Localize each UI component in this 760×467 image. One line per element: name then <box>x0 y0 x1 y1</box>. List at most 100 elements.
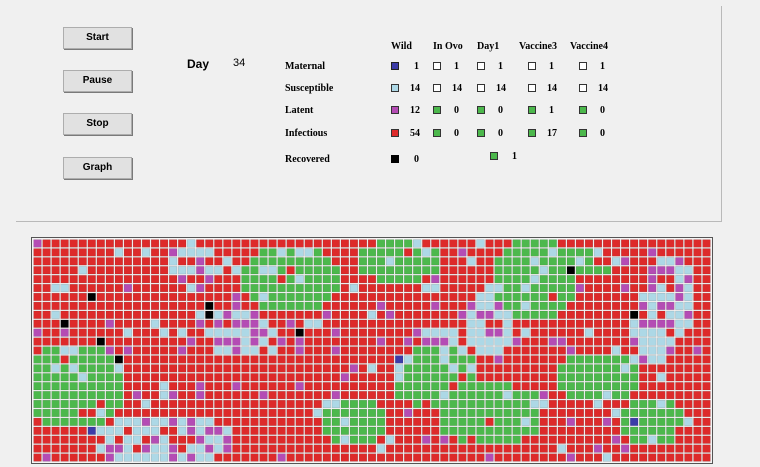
grid-cell <box>87 310 96 319</box>
grid-cell <box>259 382 268 391</box>
susceptible-day1-checkbox[interactable] <box>477 84 485 92</box>
maternal-vaccine3-checkbox[interactable] <box>528 62 536 70</box>
grid-cell <box>557 400 566 409</box>
grid-cell <box>141 373 151 382</box>
grid-cell <box>612 417 621 426</box>
grid-cell <box>485 275 494 284</box>
start-button[interactable]: Start <box>63 27 132 49</box>
latent-vaccine3-checkbox[interactable] <box>528 106 536 114</box>
grid-cell <box>575 453 584 462</box>
grid-cell <box>340 364 349 373</box>
grid-cell <box>476 417 485 426</box>
grid-cell <box>467 275 476 284</box>
susceptible-in-ovo-count: 14 <box>452 83 462 94</box>
grid-cell <box>702 292 711 301</box>
grid-cell <box>205 426 214 435</box>
grid-cell <box>358 453 368 462</box>
grid-cell <box>503 328 512 337</box>
grid-cell <box>141 310 151 319</box>
grid-cell <box>476 426 485 435</box>
grid-cell <box>349 408 358 417</box>
grid-cell <box>431 319 440 328</box>
grid-cell <box>395 400 404 409</box>
grid-cell <box>178 382 187 391</box>
grid-cell <box>241 248 250 257</box>
infectious-vaccine4-checkbox[interactable] <box>579 129 587 137</box>
latent-in-ovo-checkbox[interactable] <box>433 106 441 114</box>
grid-cell <box>169 364 178 373</box>
grid-cell <box>395 328 404 337</box>
grid-cell <box>132 382 142 391</box>
grid-cell <box>476 266 485 275</box>
grid-cell <box>566 391 575 400</box>
grid-cell <box>141 355 151 364</box>
grid-cell <box>630 355 639 364</box>
grid-cell <box>684 382 693 391</box>
grid-cell <box>96 337 105 346</box>
grid-cell <box>69 284 78 293</box>
grid-cell <box>178 248 187 257</box>
grid-cell <box>96 408 105 417</box>
infectious-vaccine3-checkbox[interactable] <box>528 129 536 137</box>
grid-cell <box>612 364 621 373</box>
grid-cell <box>648 239 657 248</box>
grid-cell <box>69 391 78 400</box>
grid-cell <box>702 426 711 435</box>
grid-cell <box>521 435 530 444</box>
grid-cell <box>322 364 331 373</box>
infectious-in-ovo-checkbox[interactable] <box>433 129 441 137</box>
grid-cell <box>584 328 594 337</box>
maternal-day1-checkbox[interactable] <box>477 62 485 70</box>
grid-cell <box>476 435 485 444</box>
grid-cell <box>639 364 648 373</box>
grid-cell <box>33 248 42 257</box>
susceptible-vaccine3-checkbox[interactable] <box>528 84 536 92</box>
grid-cell <box>621 435 630 444</box>
susceptible-vaccine4-checkbox[interactable] <box>579 84 587 92</box>
pause-button[interactable]: Pause <box>63 70 132 92</box>
maternal-vaccine4-checkbox[interactable] <box>579 62 587 70</box>
latent-vaccine4-checkbox[interactable] <box>579 106 587 114</box>
grid-cell <box>666 319 675 328</box>
grid-cell <box>395 275 404 284</box>
stop-button[interactable]: Stop <box>63 113 132 135</box>
grid-cell <box>621 400 630 409</box>
grid-cell <box>675 319 684 328</box>
grid-cell <box>367 417 377 426</box>
grid-cell <box>702 266 711 275</box>
grid-cell <box>602 248 612 257</box>
grid-cell <box>566 453 575 462</box>
grid-cell <box>78 319 87 328</box>
grid-cell <box>621 257 630 266</box>
grid-cell <box>657 373 666 382</box>
grid-cell <box>367 248 377 257</box>
grid-cell <box>386 400 395 409</box>
grid-cell <box>322 239 331 248</box>
infectious-day1-checkbox[interactable] <box>477 129 485 137</box>
grid-cell <box>494 301 503 310</box>
grid-cell <box>395 248 404 257</box>
grid-cell <box>214 417 223 426</box>
grid-cell <box>295 400 304 409</box>
grid-cell <box>395 355 404 364</box>
grid-cell <box>693 364 702 373</box>
grid-cell <box>205 337 214 346</box>
grid-cell <box>639 355 648 364</box>
grid-cell <box>196 275 205 284</box>
grid-cell <box>422 310 431 319</box>
grid-cell <box>422 435 431 444</box>
grid-cell <box>169 337 178 346</box>
graph-button[interactable]: Graph <box>63 157 132 179</box>
grid-cell <box>223 346 232 355</box>
grid-cell <box>621 248 630 257</box>
grid-cell <box>413 373 422 382</box>
susceptible-in-ovo-checkbox[interactable] <box>433 84 441 92</box>
grid-cell <box>313 400 322 409</box>
grid-cell <box>232 453 241 462</box>
grid-cell <box>187 453 196 462</box>
maternal-in-ovo-checkbox[interactable] <box>433 62 441 70</box>
latent-day1-checkbox[interactable] <box>477 106 485 114</box>
grid-cell <box>539 391 548 400</box>
grid-cell <box>575 391 584 400</box>
grid-cell <box>693 453 702 462</box>
